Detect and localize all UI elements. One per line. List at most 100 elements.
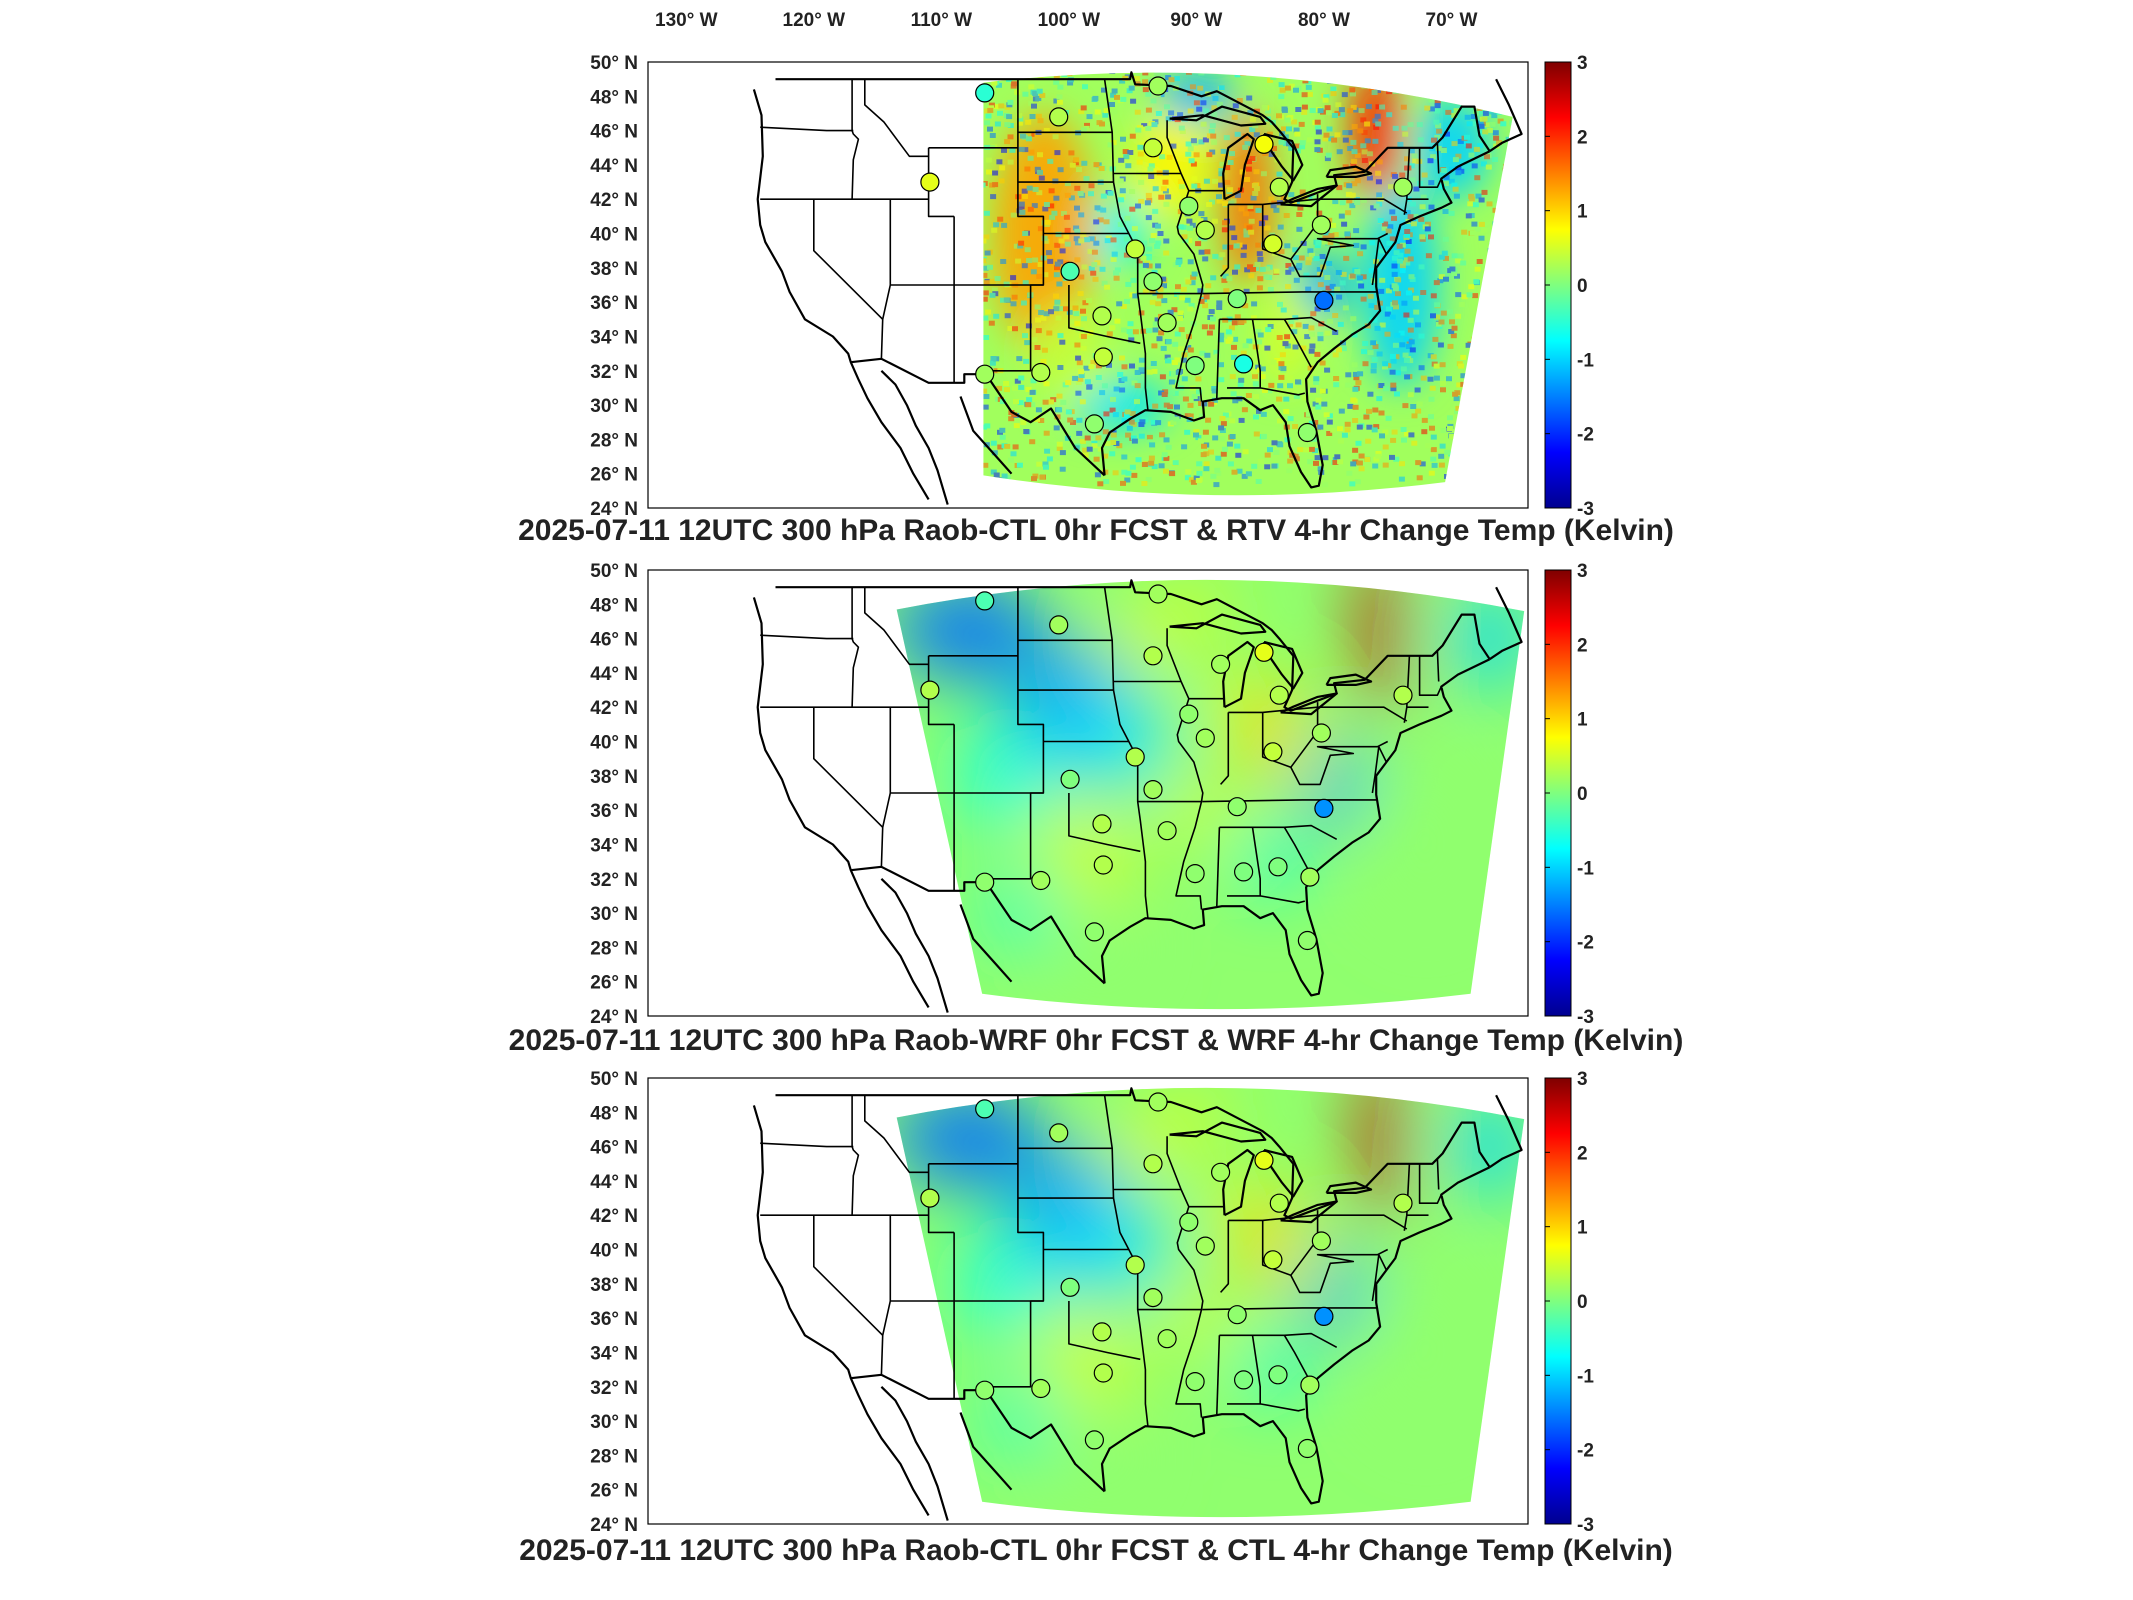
raob-station-marker: [1269, 1193, 1289, 1213]
raob-station-marker: [1210, 654, 1231, 674]
colorbar-tick-label: 0: [1577, 784, 1588, 805]
raob-station-marker: [1060, 261, 1080, 281]
colorbar-tick-label: -1: [1577, 350, 1594, 371]
latitude-label: 42° N: [590, 1206, 638, 1227]
colorbar: 3 2 1 0 -1 -2 -3: [1544, 1069, 1594, 1536]
colorbar-tick-label: 2: [1577, 1143, 1588, 1164]
latitude-label: 46° N: [590, 630, 638, 651]
latitude-label: 44° N: [590, 1172, 638, 1193]
longitude-label: 120° W: [783, 10, 846, 31]
raob-station-marker: [1157, 313, 1177, 333]
colorbar-tick-label: 0: [1577, 1292, 1588, 1313]
raob-stations: [920, 584, 1413, 951]
latitude-label: 40° N: [590, 1241, 638, 1262]
temperature-field: [896, 1087, 1525, 1518]
raob-station-marker: [1314, 798, 1334, 819]
latitude-label: 26° N: [590, 973, 638, 994]
colorbar-tick-label: 3: [1577, 1069, 1588, 1090]
raob-station-marker: [1179, 1212, 1199, 1232]
raob-station-marker: [1263, 234, 1283, 254]
raob-station-marker: [1311, 215, 1332, 235]
latitude-label: 44° N: [590, 156, 638, 177]
raob-station-marker: [1195, 1236, 1215, 1256]
raob-station-marker: [1233, 862, 1254, 882]
raob-station-marker: [1254, 134, 1274, 154]
raob-station-marker: [1227, 797, 1247, 817]
raob-station-marker: [1269, 685, 1289, 705]
latitude-label: 38° N: [590, 767, 638, 788]
colorbar-tick-label: -1: [1577, 1366, 1594, 1387]
raob-station-marker: [1093, 855, 1113, 875]
latitude-label: 48° N: [590, 1103, 638, 1124]
raob-station-marker: [1263, 1250, 1283, 1270]
colorbar-tick-label: 0: [1577, 276, 1588, 297]
raob-station-marker: [1314, 290, 1334, 310]
colorbar: 3 2 1 0 -1 -2 -3: [1544, 561, 1594, 1028]
raob-station-marker: [1093, 347, 1113, 367]
map-frame: [647, 1077, 1529, 1525]
latitude-label: 44° N: [590, 664, 638, 685]
colorbar-tick-label: 2: [1577, 127, 1588, 148]
raob-station-marker: [1157, 1329, 1177, 1349]
latitude-label: 40° N: [590, 733, 638, 754]
colorbar: 3 2 1 0 -1 -2 -3: [1544, 53, 1594, 520]
raob-station-marker: [1143, 138, 1163, 158]
raob-station-marker: [1268, 857, 1288, 877]
raob-station-marker: [975, 1099, 995, 1119]
latitude-label: 32° N: [590, 1378, 638, 1399]
raob-station-marker: [1143, 1154, 1163, 1174]
longitude-label: 100° W: [1038, 10, 1101, 31]
raob-station-marker: [1060, 1277, 1080, 1297]
latitude-label: 30° N: [590, 904, 638, 925]
latitude-label: 36° N: [590, 801, 638, 822]
raob-station-marker: [1092, 306, 1112, 326]
latitude-labels: 50° N 48° N 46° N 44° N 42° N 40° N 38° N 36° N…: [590, 561, 638, 1028]
colorbar-tick-label: -3: [1577, 1515, 1594, 1536]
raob-station-marker: [1049, 1123, 1069, 1143]
raob-station-marker: [975, 591, 995, 611]
raob-station-marker: [1311, 1231, 1332, 1251]
raob-station-marker: [1210, 1162, 1231, 1182]
raob-station-marker: [1125, 747, 1145, 767]
raob-station-marker: [920, 680, 940, 700]
raob-station-marker: [1093, 1363, 1113, 1383]
raob-station-marker: [1143, 779, 1163, 800]
latitude-label: 28° N: [590, 1446, 638, 1467]
latitude-label: 34° N: [590, 1343, 638, 1364]
raob-station-marker: [1254, 642, 1274, 662]
latitude-label: 30° N: [590, 1412, 638, 1433]
raob-station-marker: [1092, 1322, 1112, 1342]
raob-station-marker: [975, 872, 995, 892]
latitude-label: 34° N: [590, 835, 638, 856]
raob-station-marker: [1031, 870, 1051, 891]
latitude-label: 50° N: [590, 53, 638, 74]
raob-station-marker: [1148, 584, 1168, 604]
latitude-label: 50° N: [590, 1069, 638, 1090]
raob-station-marker: [1233, 1370, 1254, 1390]
raob-station-marker: [1254, 1150, 1274, 1170]
colorbar-tick-label: 2: [1577, 635, 1588, 656]
raob-station-marker: [1179, 704, 1199, 724]
colorbar-tick-label: 1: [1577, 710, 1588, 731]
raob-station-marker: [1143, 646, 1163, 666]
raob-station-marker: [1393, 177, 1413, 197]
latitude-label: 50° N: [590, 561, 638, 582]
map-panels: 50° N 48° N 46° N 44° N 42° N 40° N 38° N 36° N…: [509, 53, 1684, 1567]
raob-station-marker: [975, 364, 995, 384]
raob-station-marker: [1157, 821, 1177, 841]
latitude-label: 46° N: [590, 1138, 638, 1159]
latitude-label: 40° N: [590, 225, 638, 246]
latitude-label: 28° N: [590, 430, 638, 451]
raob-station-marker: [1143, 272, 1163, 292]
longitude-label: 70° W: [1426, 10, 1478, 31]
raob-station-marker: [1300, 867, 1320, 887]
latitude-label: 26° N: [590, 465, 638, 486]
raob-station-marker: [975, 1380, 995, 1400]
latitude-label: 26° N: [590, 1481, 638, 1502]
raob-station-marker: [920, 172, 940, 192]
raob-station-marker: [1300, 1375, 1320, 1395]
raob-station-marker: [1393, 1193, 1413, 1213]
colorbar-tick-label: 1: [1577, 202, 1588, 223]
raob-station-marker: [1125, 1255, 1145, 1275]
